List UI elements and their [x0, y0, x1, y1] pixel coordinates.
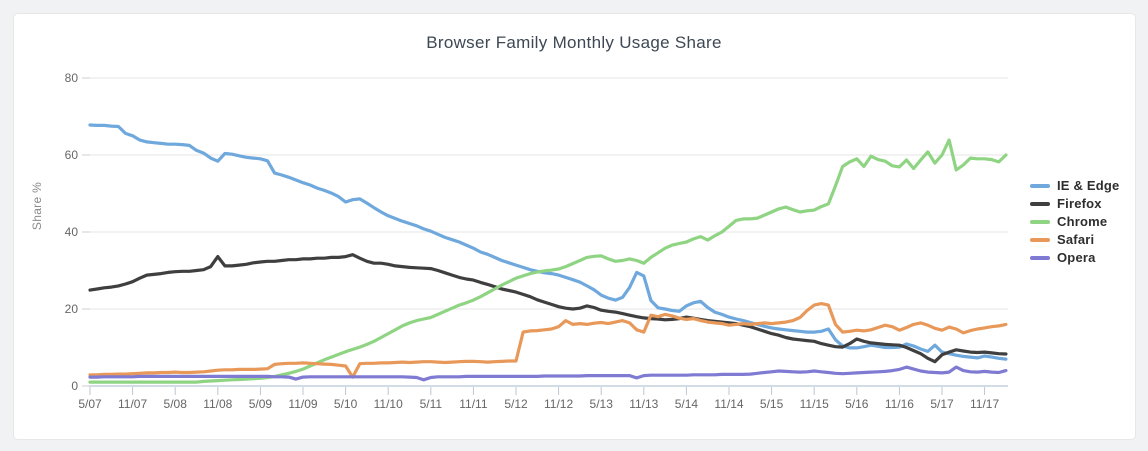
legend-item-firefox[interactable]: Firefox [1030, 196, 1119, 211]
y-tick-label: 0 [71, 379, 78, 393]
y-tick-label: 60 [65, 148, 79, 162]
x-tick-label: 11/07 [118, 397, 147, 411]
series-lines [88, 123, 1008, 384]
opera-series-swatch [1030, 255, 1050, 260]
x-tick-label: 5/07 [78, 397, 102, 411]
x-tick-label: 11/08 [203, 397, 232, 411]
x-tick-label: 5/13 [590, 397, 614, 411]
chrome-series-swatch [1030, 219, 1050, 224]
x-tick-label: 11/13 [629, 397, 658, 411]
series-line-firefox [88, 253, 1008, 364]
x-tick-label: 11/14 [714, 397, 743, 411]
x-tick-label: 11/12 [544, 397, 573, 411]
x-tick-label: 5/14 [675, 397, 699, 411]
legend-item-ie-edge[interactable]: IE & Edge [1030, 178, 1120, 193]
legend-label: IE & Edge [1057, 178, 1120, 193]
x-tick-label: 11/17 [970, 397, 999, 411]
x-tick-label: 5/12 [504, 397, 528, 411]
legend-label: Opera [1057, 250, 1096, 265]
x-tick-label: 11/16 [885, 397, 914, 411]
series-line-chrome [88, 138, 1008, 384]
legend: IE & Edge Firefox Chrome Safari Opera [1030, 178, 1120, 269]
x-tick-label: 5/08 [164, 397, 188, 411]
axis-labels: 0 20 40 60 80 5/07 11/07 5/08 11/08 5/09 11/09 5/10… [65, 71, 1000, 411]
chart-title: Browser Family Monthly Usage Share [426, 33, 722, 52]
x-tick-label: 5/15 [760, 397, 784, 411]
x-tick-label: 11/11 [459, 397, 488, 411]
legend-item-chrome[interactable]: Chrome [1030, 214, 1119, 229]
x-tick-label: 11/15 [800, 397, 829, 411]
x-tick-label: 5/10 [334, 397, 358, 411]
ie-edge-series-swatch [1030, 183, 1050, 188]
x-tick-label: 11/09 [288, 397, 317, 411]
x-tick-label: 5/11 [420, 397, 443, 411]
x-tick-label: 5/16 [845, 397, 869, 411]
x-tick-label: 5/17 [930, 397, 954, 411]
series-line-safari [88, 302, 1008, 379]
gridlines [82, 77, 1008, 395]
series-line-opera [88, 365, 1008, 382]
y-tick-label: 80 [65, 71, 79, 85]
y-tick-label: 20 [65, 302, 79, 316]
x-tick-label: 11/10 [374, 397, 403, 411]
legend-label: Safari [1057, 232, 1095, 247]
legend-label: Chrome [1057, 214, 1108, 229]
chart-card [13, 13, 1136, 440]
series-line-ie-edge [88, 123, 1008, 361]
y-tick-label: 40 [65, 225, 79, 239]
x-tick-label: 5/09 [249, 397, 273, 411]
legend-item-opera[interactable]: Opera [1030, 250, 1119, 265]
legend-item-safari[interactable]: Safari [1030, 232, 1119, 247]
safari-series-swatch [1030, 237, 1050, 242]
firefox-series-swatch [1030, 201, 1050, 206]
legend-label: Firefox [1057, 196, 1102, 211]
